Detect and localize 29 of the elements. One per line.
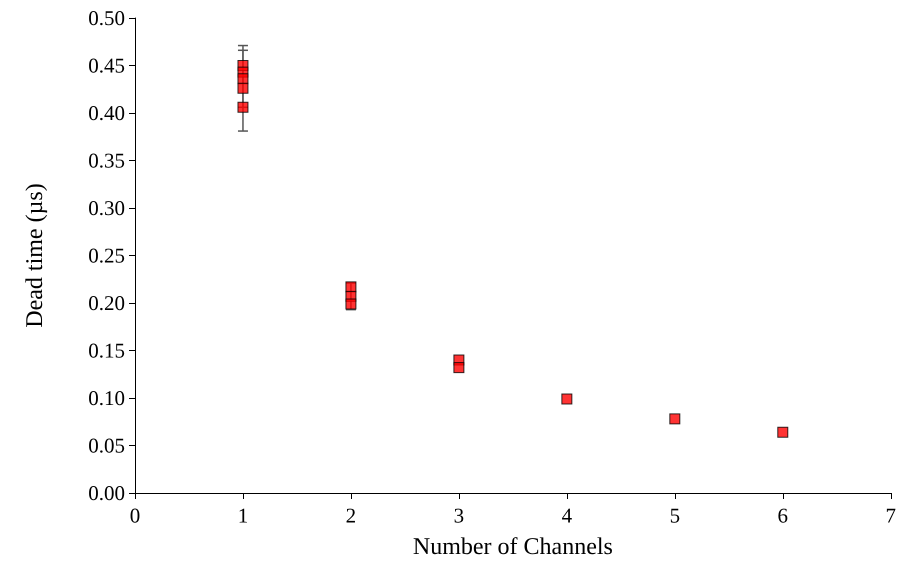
x-tick-label: 5 — [670, 504, 680, 528]
y-tick-label: 0.25 — [88, 244, 125, 268]
y-tick-label: 0.05 — [88, 434, 125, 458]
y-tick-label: 0.00 — [88, 481, 125, 505]
x-tick-label: 2 — [346, 504, 356, 528]
x-tick-label: 4 — [562, 504, 573, 528]
point — [777, 426, 788, 438]
y-tick-label: 0.35 — [88, 148, 125, 172]
point — [237, 102, 248, 113]
point — [237, 82, 248, 94]
point — [345, 281, 356, 292]
x-tick-label: 7 — [886, 504, 896, 528]
y-tick-label: 0.40 — [88, 101, 125, 125]
y-tick-label: 0.30 — [88, 196, 125, 220]
x-axis-title: Number of Channels — [412, 534, 613, 560]
x-tick-label: 6 — [778, 504, 788, 528]
x-tick-label: 1 — [238, 504, 248, 528]
y-tick-label: 0.10 — [88, 386, 125, 410]
point — [669, 413, 680, 424]
y-axis-title: Dead time (µs) — [22, 183, 48, 328]
point — [453, 362, 464, 374]
y-tick-label: 0.45 — [88, 54, 125, 78]
point — [345, 298, 356, 310]
x-tick-label: 3 — [454, 504, 464, 528]
y-tick-label: 0.15 — [88, 338, 125, 362]
x-tick-label: 0 — [130, 504, 140, 528]
point — [561, 393, 572, 404]
y-tick-label: 0.20 — [88, 291, 125, 315]
y-tick-label: 0.50 — [88, 6, 125, 30]
